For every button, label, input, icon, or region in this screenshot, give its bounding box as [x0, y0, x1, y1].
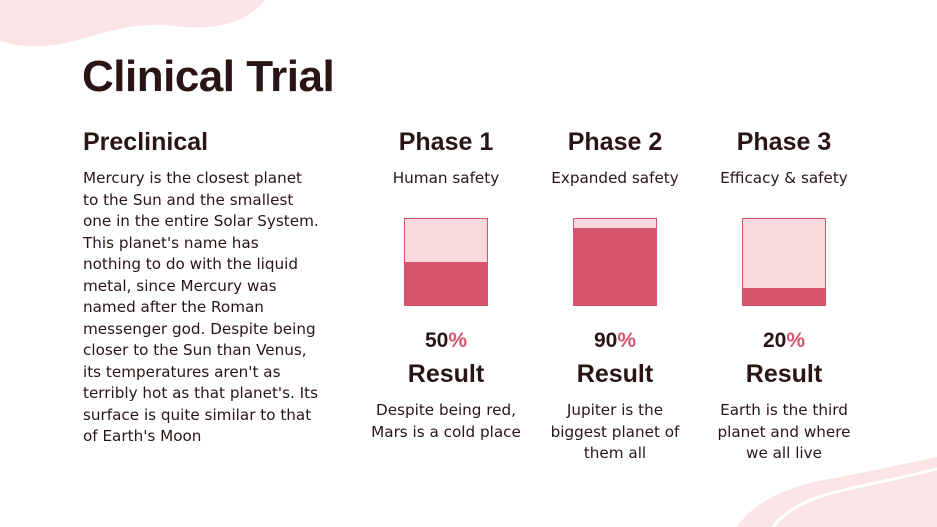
result-description: Despite being red, Mars is a cold place	[371, 401, 521, 441]
percent-sign: %	[786, 329, 806, 352]
phase-title: Phase 3	[736, 128, 832, 156]
percent-sign: %	[617, 329, 637, 352]
progress-bar-fill	[574, 227, 656, 305]
phase-title: Phase 2	[567, 128, 663, 156]
decorative-blob-top-left	[0, 0, 265, 47]
progress-bar-fill	[405, 262, 487, 305]
percent-value: 50%	[361, 328, 531, 354]
percent-sign: %	[448, 329, 468, 352]
result-label: Result	[576, 360, 654, 388]
percent-number: 50	[424, 329, 449, 352]
result-description: Earth is the third planet and where we a…	[717, 401, 851, 462]
preclinical-title: Preclinical	[83, 128, 209, 156]
percent-value: 20%	[699, 328, 869, 354]
page-title: Clinical Trial	[82, 52, 335, 101]
progress-bar-fill	[743, 287, 825, 305]
phase-subtitle: Expanded safety	[551, 169, 679, 187]
phase-3-column: Phase 3 Efficacy & safety 20% Result Ear…	[699, 126, 869, 465]
percent-number: 20	[762, 329, 787, 352]
progress-bar	[742, 218, 826, 306]
progress-bar	[573, 218, 657, 306]
preclinical-body: Mercury is the closest planet to the Sun…	[83, 169, 319, 445]
phase-subtitle: Human safety	[392, 169, 500, 187]
progress-bar	[404, 218, 488, 306]
phase-1-column: Phase 1 Human safety 50% Result Despite …	[361, 126, 531, 443]
percent-number: 90	[593, 329, 618, 352]
phase-title: Phase 1	[398, 128, 494, 156]
decorative-blob-bottom-right	[737, 457, 937, 527]
percent-value: 90%	[530, 328, 700, 354]
phase-subtitle: Efficacy & safety	[720, 169, 848, 187]
result-label: Result	[407, 360, 485, 388]
result-label: Result	[745, 360, 823, 388]
phase-2-column: Phase 2 Expanded safety 90% Result Jupit…	[530, 126, 700, 465]
result-description: Jupiter is the biggest planet of them al…	[550, 401, 680, 462]
